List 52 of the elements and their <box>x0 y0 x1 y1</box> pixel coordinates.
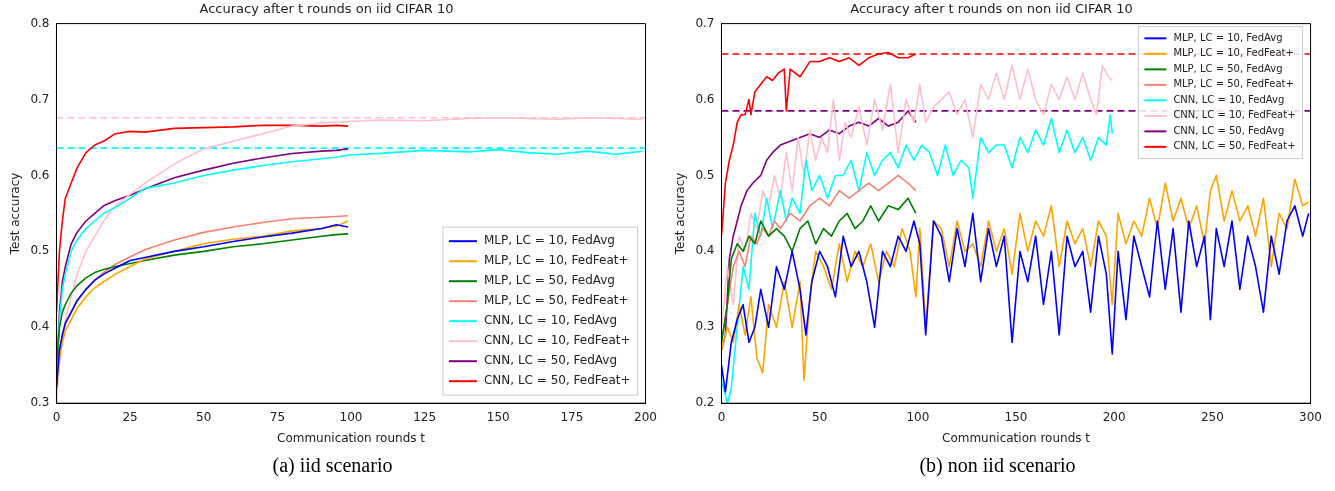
x-tick-label: 300 <box>1299 409 1322 424</box>
y-tick-label: 0.5 <box>30 243 50 258</box>
x-tick-label: 175 <box>560 409 584 424</box>
legend-label: MLP, LC = 50, FedAvg <box>1173 62 1283 74</box>
legend-label: MLP, LC = 50, FedFeat+ <box>483 293 629 308</box>
x-tick-label: 200 <box>634 409 657 424</box>
y-tick-label: 0.5 <box>695 167 715 182</box>
x-tick-label: 125 <box>413 409 437 424</box>
legend-label: MLP, LC = 10, FedAvg <box>483 233 615 248</box>
x-tick-label: 25 <box>122 409 138 424</box>
y-tick-label: 0.8 <box>30 15 50 30</box>
chart-title: Accuracy after t rounds on iid CIFAR 10 <box>199 1 454 17</box>
y-axis-title: Test accuracy <box>8 172 23 256</box>
legend-label: CNN, LC = 50, FedFeat+ <box>1173 140 1296 152</box>
y-tick-label: 0.3 <box>30 395 50 410</box>
x-tick-label: 150 <box>1004 409 1028 424</box>
y-tick-label: 0.6 <box>695 91 715 106</box>
text: (b) non iid scenario <box>918 454 1077 477</box>
x-tick-label: 50 <box>196 409 212 424</box>
legend-label: MLP, LC = 10, FedFeat+ <box>1173 47 1294 59</box>
y-axis-title: Test accuracy <box>673 172 688 256</box>
legend-label: MLP, LC = 10, FedAvg <box>1173 31 1283 43</box>
x-tick-label: 50 <box>812 409 828 424</box>
y-tick-label: 0.7 <box>695 15 715 30</box>
legend-label: CNN, LC = 10, FedFeat+ <box>483 333 631 348</box>
x-tick-label: 150 <box>486 409 510 424</box>
legend-label: CNN, LC = 50, FedAvg <box>483 353 618 368</box>
x-tick-label: 250 <box>1200 409 1224 424</box>
legend-label: CNN, LC = 50, FedAvg <box>1173 124 1285 136</box>
y-tick-label: 0.4 <box>695 243 715 258</box>
x-tick-label: 0 <box>717 409 726 424</box>
x-tick-label: 100 <box>906 409 930 424</box>
chart-title: Accuracy after t rounds on non iid CIFAR 10 <box>850 1 1133 17</box>
legend-label: CNN, LC = 50, FedFeat+ <box>483 373 631 388</box>
legend-label: MLP, LC = 50, FedAvg <box>483 273 615 288</box>
x-axis-title: Communication rounds t <box>942 430 1091 445</box>
legend-label: MLP, LC = 50, FedFeat+ <box>1173 78 1294 90</box>
x-tick-label: 75 <box>269 409 286 424</box>
y-tick-label: 0.2 <box>695 395 715 410</box>
y-tick-label: 0.4 <box>30 319 50 334</box>
legend-label: CNN, LC = 10, FedFeat+ <box>1173 109 1296 121</box>
y-tick-label: 0.3 <box>695 319 715 334</box>
text: (a) iid scenario <box>271 454 394 477</box>
y-tick-label: 0.6 <box>30 167 50 182</box>
legend-label: CNN, LC = 10, FedAvg <box>1173 93 1285 105</box>
legend-label: MLP, LC = 10, FedFeat+ <box>483 253 629 268</box>
x-tick-label: 100 <box>339 409 363 424</box>
legend-label: CNN, LC = 10, FedAvg <box>483 313 618 328</box>
x-tick-label: 200 <box>1102 409 1126 424</box>
x-axis-title: Communication rounds t <box>277 430 426 445</box>
y-tick-label: 0.7 <box>30 91 50 106</box>
x-tick-label: 0 <box>52 409 61 424</box>
